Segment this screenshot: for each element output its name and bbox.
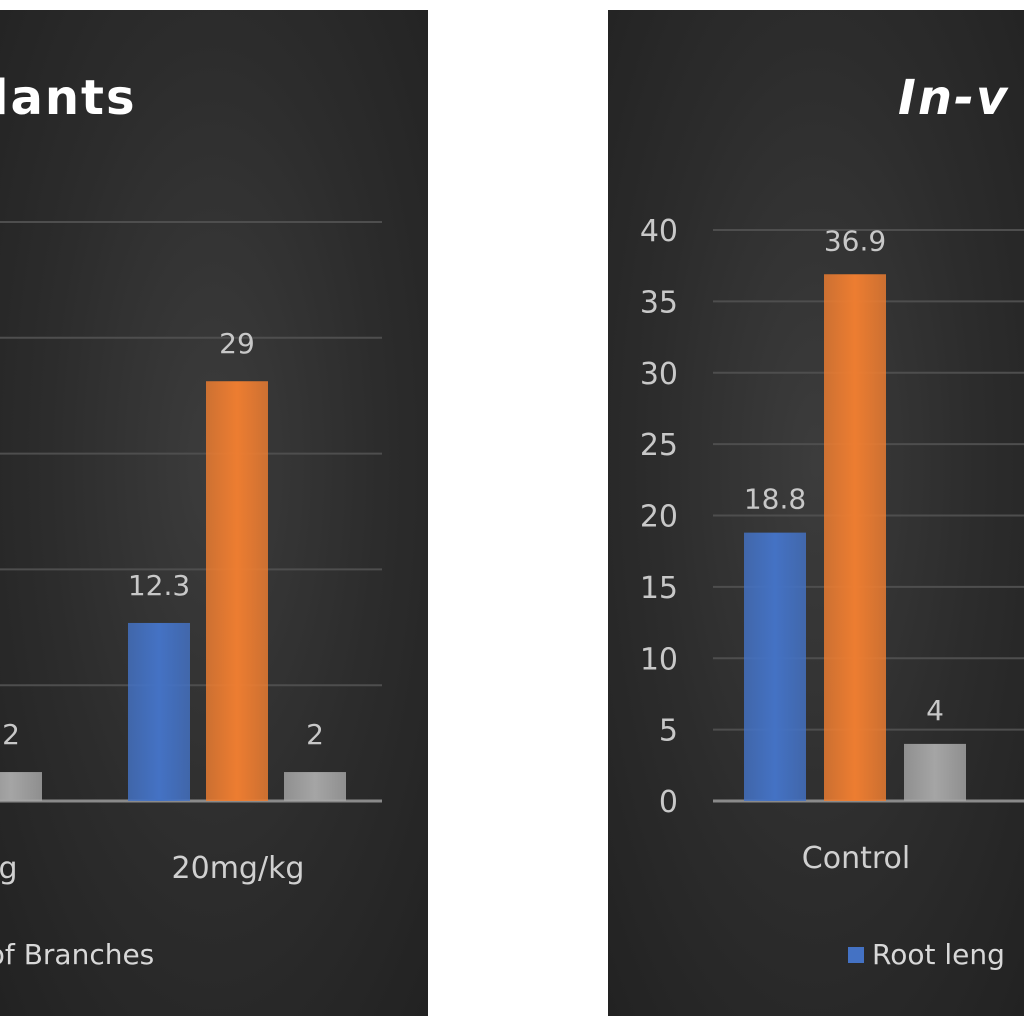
y-tick-label: 0 — [659, 785, 678, 820]
y-tick-label: 35 — [640, 285, 678, 320]
y-tick-label: 15 — [640, 571, 678, 606]
legend-label-branches: . of Branches — [0, 938, 155, 971]
bar-chart-right: 0 5 10 15 20 25 30 35 40 18.8 36.9 4 Control — [640, 214, 1024, 876]
bar-control-2 — [904, 743, 966, 801]
y-tick-label: 30 — [640, 357, 678, 392]
data-label: 18.8 — [744, 483, 806, 516]
data-label: 4 — [926, 694, 944, 727]
data-label: 29 — [219, 327, 255, 360]
chart-title-right: In-v — [898, 70, 1010, 126]
legend-right: Root leng — [848, 938, 1005, 971]
y-tick-label: 25 — [640, 428, 678, 463]
bar-20mgkg-orange — [206, 381, 268, 801]
chart-title-left: lants — [0, 70, 137, 126]
y-tick-label: 10 — [640, 642, 678, 677]
chart-panel-left: lants 2 12.3 29 2 g 20mg/kg . of Branches — [0, 10, 428, 1016]
bar-g-branches — [0, 772, 42, 801]
data-label: 12.3 — [128, 569, 190, 602]
chart-panel-right: In-v 0 5 10 15 20 25 30 35 40 18.8 36.9 4 Control Ro… — [608, 10, 1024, 1016]
legend-left: . of Branches — [0, 938, 154, 971]
bar-20mgkg-blue — [128, 622, 190, 801]
bar-chart-left: 2 12.3 29 2 g 20mg/kg — [0, 221, 382, 886]
y-tick-label: 5 — [659, 714, 678, 749]
bar-control-0 — [744, 532, 806, 801]
x-category-label: g — [0, 851, 18, 886]
legend-swatch-root-length — [848, 946, 864, 963]
data-label: 2 — [306, 718, 324, 751]
y-tick-label: 20 — [640, 500, 678, 535]
data-label: 2 — [2, 718, 20, 751]
bar-control-1 — [824, 274, 886, 801]
legend-label-root-length: Root leng — [872, 938, 1005, 971]
y-tick-label: 40 — [640, 214, 678, 249]
bar-20mgkg-branches — [284, 772, 346, 801]
x-category-label: 20mg/kg — [172, 851, 305, 886]
data-label: 36.9 — [824, 224, 886, 257]
x-category-label: Control — [802, 841, 910, 876]
